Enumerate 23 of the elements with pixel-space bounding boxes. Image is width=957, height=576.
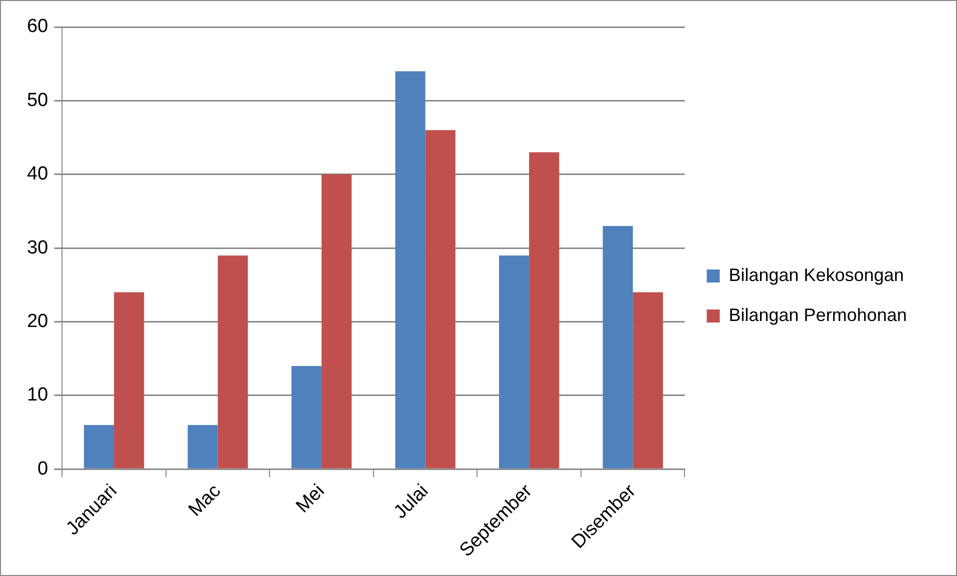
- bar: [425, 130, 456, 468]
- y-tick-label: 60: [26, 16, 48, 38]
- bar: [499, 255, 530, 468]
- y-tick-label: 10: [26, 384, 48, 406]
- y-tick-label: 20: [26, 311, 48, 332]
- bar: [529, 152, 560, 468]
- legend-label: Bilangan Permohonan: [728, 304, 907, 325]
- bar: [218, 255, 248, 468]
- bar: [84, 424, 114, 468]
- y-tick-label: 40: [26, 164, 48, 185]
- bar: [395, 71, 426, 468]
- bar: [322, 174, 352, 468]
- x-tick-label: Mac: [184, 480, 226, 521]
- bar: [188, 424, 218, 468]
- bar: [114, 292, 144, 468]
- y-tick-label: 0: [38, 458, 48, 480]
- bar: [632, 292, 663, 468]
- y-tick-label: 50: [26, 90, 48, 111]
- legend-label: Bilangan Kekosongan: [728, 264, 904, 285]
- bar: [291, 366, 322, 468]
- x-tick-label: Mei: [292, 480, 329, 518]
- bar: [602, 226, 633, 468]
- y-tick-label: 30: [26, 237, 48, 258]
